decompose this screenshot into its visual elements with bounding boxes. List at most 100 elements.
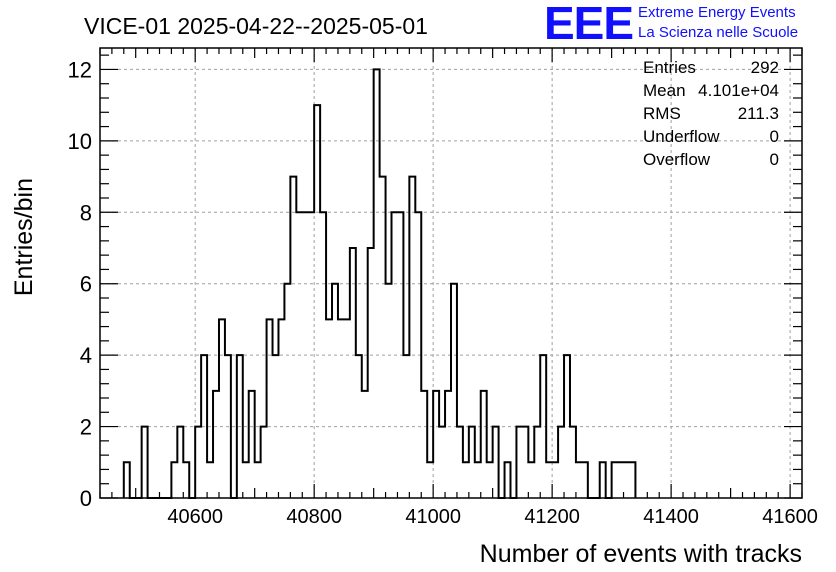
- histogram-bin: [457, 427, 463, 498]
- histogram-bin: [356, 355, 362, 498]
- histogram-bin: [249, 391, 255, 498]
- histogram-bin: [183, 462, 189, 498]
- stat-row-entries: Entries 292: [641, 58, 779, 81]
- histogram-bin: [522, 427, 528, 498]
- x-tick-label: 40800: [286, 506, 342, 528]
- stat-row-underflow: Underflow 0: [641, 127, 779, 150]
- y-tick-label: 10: [68, 129, 92, 154]
- y-tick-label: 12: [68, 57, 92, 82]
- histogram-bin: [243, 462, 249, 498]
- y-tick-label: 6: [80, 272, 92, 297]
- histogram-bin: [612, 462, 618, 498]
- histogram-bin: [350, 248, 356, 498]
- histogram-bin: [445, 391, 451, 498]
- histogram-bin: [296, 212, 302, 498]
- histogram-bin: [267, 319, 273, 498]
- stat-value: 0: [769, 127, 779, 146]
- histogram-bin: [338, 319, 344, 498]
- histogram-bin: [326, 319, 332, 498]
- histogram-bin: [207, 462, 213, 498]
- histogram-bin: [255, 462, 261, 498]
- histogram-bin: [284, 284, 290, 498]
- histogram-bin: [290, 177, 296, 498]
- histogram-bin: [576, 462, 582, 498]
- x-tick-label: 41400: [643, 506, 699, 528]
- histogram-bin: [403, 355, 409, 498]
- stat-label: Underflow: [643, 127, 720, 146]
- histogram-bin: [386, 284, 392, 498]
- axis-ticks: 40600 40800 41000 41200 41400 41600 0 2 4 6 8 10 12: [68, 48, 818, 528]
- plot-frame: [99, 47, 803, 499]
- y-tick-label: 0: [80, 486, 92, 511]
- histogram-bin: [171, 462, 177, 498]
- y-axis-label: Entries/bin: [10, 178, 38, 296]
- stat-value: 292: [750, 58, 779, 77]
- histogram-bin: [261, 427, 267, 498]
- histogram-bin: [380, 177, 386, 498]
- stat-value: 211.3: [737, 104, 779, 123]
- histogram-bin: [600, 462, 606, 498]
- stat-row-overflow: Overflow 0: [641, 150, 779, 173]
- histogram-bin: [493, 427, 499, 498]
- histogram-bin: [332, 284, 338, 498]
- chart-title: VICE-01 2025-04-22--2025-05-01: [84, 13, 428, 39]
- histogram-bin: [618, 462, 624, 498]
- histogram-bin: [463, 462, 469, 498]
- histogram-bin: [213, 391, 219, 498]
- stat-row-mean: Mean 4.101e+04: [641, 81, 779, 104]
- stat-label: Entries: [643, 58, 696, 77]
- x-tick-label: 41600: [762, 506, 818, 528]
- histogram-bin: [415, 212, 421, 498]
- histogram-bin: [314, 105, 320, 498]
- stat-row-rms: RMS 211.3: [641, 104, 779, 127]
- x-tick-label: 40600: [167, 506, 223, 528]
- histogram-bin: [409, 177, 415, 498]
- histogram-bin: [219, 319, 225, 498]
- histogram-bin: [629, 462, 635, 498]
- histogram-bin: [225, 355, 231, 498]
- histogram-bin: [469, 427, 475, 498]
- histogram-bin: [582, 462, 588, 498]
- histogram-bin: [546, 462, 552, 498]
- histogram-bin: [558, 427, 564, 498]
- histogram-bin: [344, 319, 350, 498]
- histogram-series-line: [122, 68, 637, 499]
- histogram-bin: [433, 391, 439, 498]
- logo-line1: Extreme Energy Events: [638, 4, 796, 21]
- histogram-bin: [201, 355, 207, 498]
- histogram-bin: [302, 212, 308, 498]
- stat-label: Mean: [643, 81, 686, 100]
- histogram-bin: [624, 462, 630, 498]
- histogram-bin: [516, 427, 522, 498]
- histogram-bin: [392, 212, 398, 498]
- histogram-bin: [320, 212, 326, 498]
- histogram-bin: [397, 212, 403, 498]
- histogram-bin: [451, 284, 457, 498]
- histogram-bin: [278, 319, 284, 498]
- stat-label: RMS: [643, 104, 681, 123]
- histogram-bin: [374, 69, 380, 498]
- histogram-bin: [142, 427, 148, 498]
- histogram-bin: [177, 427, 183, 498]
- stat-value: 0: [769, 150, 779, 169]
- stat-label: Overflow: [643, 150, 711, 169]
- histogram-bin: [362, 391, 368, 498]
- histogram-bin: [195, 427, 201, 498]
- histogram-bin: [552, 462, 558, 498]
- histogram-bin: [570, 427, 576, 498]
- histogram-bin: [427, 462, 433, 498]
- logo-line2: La Scienza nelle Scuole: [638, 24, 799, 41]
- histogram-bin: [475, 462, 481, 498]
- histogram-bin: [368, 248, 374, 498]
- histogram-bin: [124, 462, 130, 498]
- histogram-bin: [505, 462, 511, 498]
- stats-box: Entries 292 Mean 4.101e+04 RMS 211.3 Und…: [641, 58, 779, 173]
- histogram-bin: [308, 212, 314, 498]
- histogram-bin: [540, 355, 546, 498]
- histogram-bin: [439, 427, 445, 498]
- histogram-bin: [421, 391, 427, 498]
- histogram-bin: [273, 355, 279, 498]
- x-tick-label: 41200: [524, 506, 580, 528]
- histogram-bin: [487, 462, 493, 498]
